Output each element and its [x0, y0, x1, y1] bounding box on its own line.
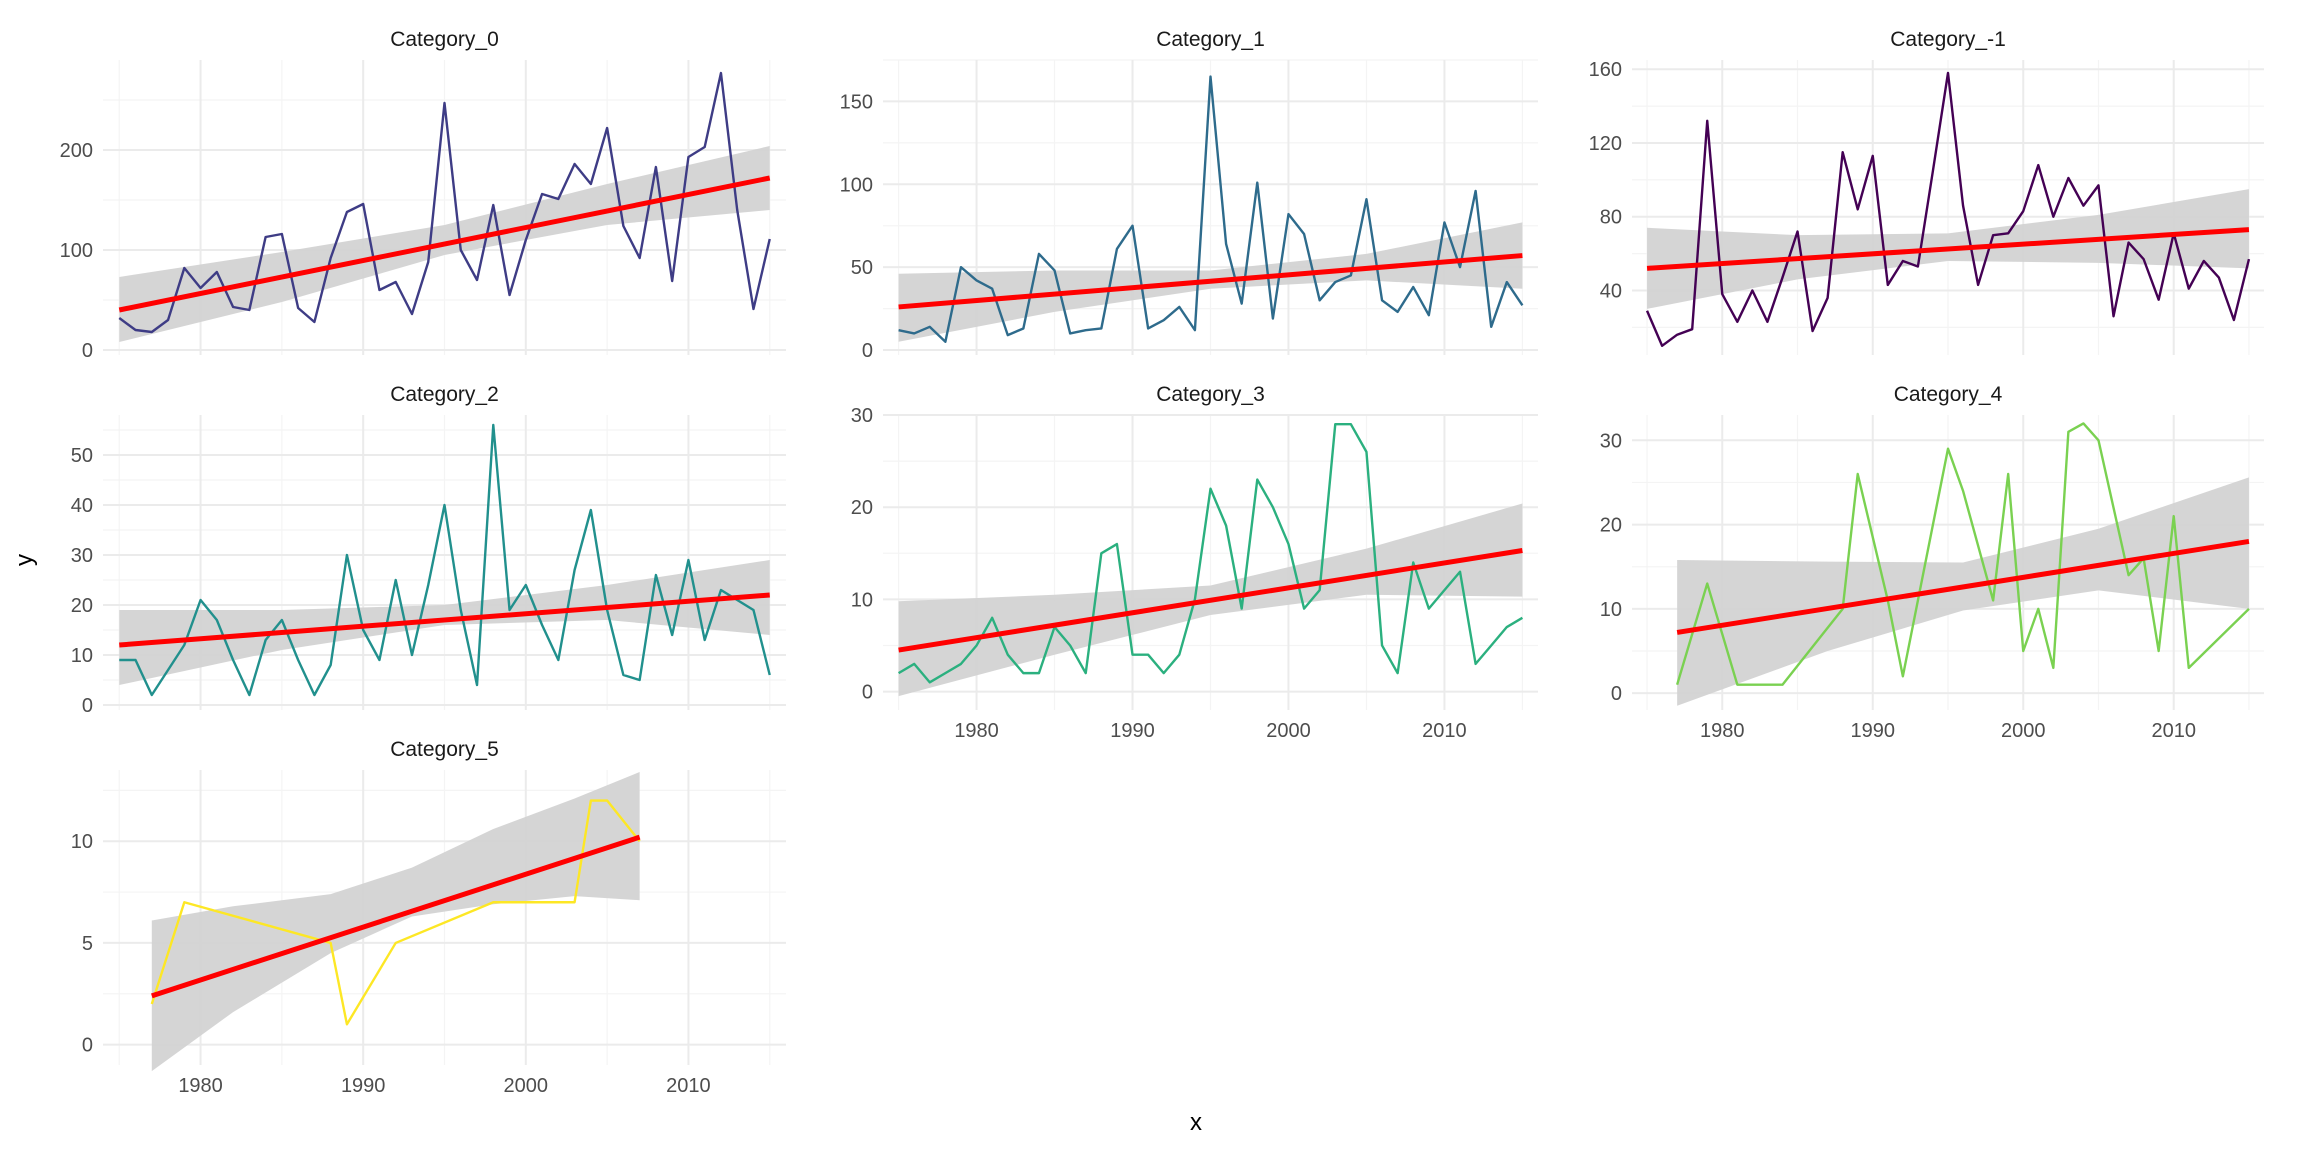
y-tick-label: 0: [82, 340, 93, 362]
series-line: [118, 71, 771, 334]
series-line: [897, 423, 1524, 684]
y-tick-label: 100: [840, 174, 873, 196]
panel-category_2: Category_2 0 10 20 30 40 50: [71, 383, 786, 717]
y-tick-label: 120: [1589, 133, 1622, 155]
y-tick-label: 20: [851, 497, 873, 519]
x-tick-label: 2000: [1266, 720, 1311, 742]
x-tick-label: 2010: [2151, 720, 2196, 742]
confidence-band: [151, 772, 640, 1072]
trend-line: [119, 592, 770, 648]
x-tick-label: 2000: [504, 1075, 549, 1097]
y-tick-label: 50: [851, 257, 873, 279]
trend-line: [1676, 538, 2250, 635]
y-tick-label: 80: [1600, 207, 1622, 229]
confidence-band: [1677, 477, 2249, 706]
trend-line: [898, 253, 1523, 310]
y-tick-label: 30: [1600, 430, 1622, 452]
y-tick-label: 0: [82, 695, 93, 717]
panel-title: Category_-1: [1890, 28, 2006, 51]
trend-line: [151, 834, 641, 999]
panel-category_4: Category_4 0 10 20 30 1980 1990 2000 2010: [1600, 383, 2264, 742]
panel-title: Category_5: [390, 738, 499, 761]
y-tick-label: 20: [71, 595, 93, 617]
series-line: [150, 799, 641, 1026]
x-tick-label: 2010: [1422, 720, 1467, 742]
y-tick-label: 10: [851, 589, 873, 611]
y-tick-label: 50: [71, 445, 93, 467]
x-tick-label: 1980: [178, 1075, 223, 1097]
y-axis-title: y: [11, 554, 38, 566]
x-tick-label: 2010: [666, 1075, 711, 1097]
y-tick-label: 10: [1600, 599, 1622, 621]
panel-category_5: Category_5 0 5 10 1980 1990 2000 2010: [71, 738, 786, 1097]
y-tick-label: 20: [1600, 515, 1622, 537]
series-line: [898, 75, 1524, 343]
y-tick-label: 30: [851, 405, 873, 427]
series-line: [1675, 422, 2250, 686]
panel-category_1: Category_1 0 50 100 150: [840, 28, 1538, 362]
x-tick-label: 2000: [2001, 720, 2046, 742]
x-tick-label: 1990: [341, 1075, 386, 1097]
panel-category_3: Category_3 0 10 20 30 1980 1990 2000 2010: [851, 383, 1538, 742]
x-tick-label: 1990: [1110, 720, 1155, 742]
panels: Category_00100200Category_1050100150Cate…: [60, 28, 2264, 1097]
x-tick-label: 1980: [1700, 720, 1745, 742]
series-line: [1645, 71, 2251, 347]
y-tick-label: 150: [840, 91, 873, 113]
trend-line: [118, 175, 771, 313]
y-tick-label: 200: [60, 140, 93, 162]
trend-line: [898, 548, 1523, 653]
series-line: [119, 423, 771, 697]
y-tick-label: 0: [862, 682, 873, 704]
x-tick-label: 1990: [1851, 720, 1896, 742]
y-tick-label: 30: [71, 545, 93, 567]
y-tick-label: 10: [71, 831, 93, 853]
x-tick-label: 1980: [954, 720, 999, 742]
y-tick-label: 100: [60, 240, 93, 262]
y-tick-label: 0: [1611, 683, 1622, 705]
y-tick-label: 0: [82, 1035, 93, 1057]
panel-title: Category_2: [390, 383, 499, 406]
panel-title: Category_4: [1894, 383, 2003, 406]
y-tick-label: 160: [1589, 59, 1622, 81]
panel-category_-1: Category_-1 40 80 120 160: [1589, 28, 2264, 355]
panel-title: Category_3: [1156, 383, 1265, 406]
y-tick-label: 10: [71, 645, 93, 667]
x-axis-title: x: [1190, 1109, 1202, 1136]
y-tick-label: 40: [71, 495, 93, 517]
trend-line: [1646, 227, 2250, 271]
y-tick-label: 0: [862, 340, 873, 362]
panel-category_0: Category_0 0 100 200: [60, 28, 786, 362]
y-tick-label: 40: [1600, 280, 1622, 302]
panel-title: Category_1: [1156, 28, 1265, 51]
panel-title: Category_0: [390, 28, 499, 51]
y-tick-label: 5: [82, 933, 93, 955]
